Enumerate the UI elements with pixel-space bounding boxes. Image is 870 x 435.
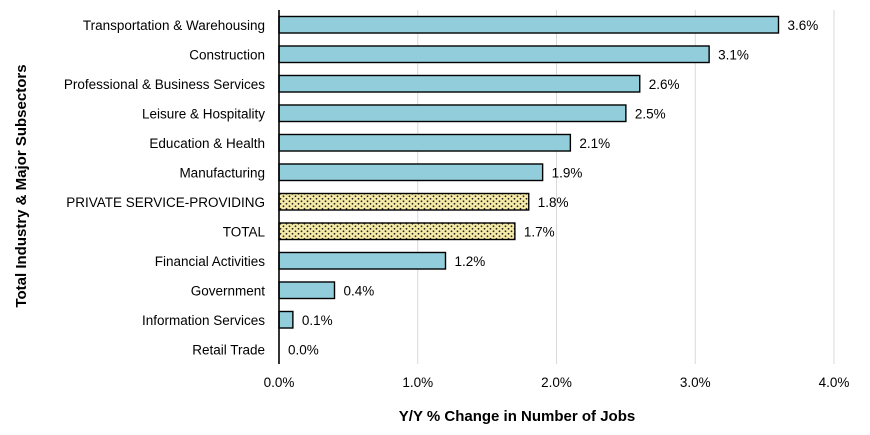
bar (278, 222, 516, 241)
value-label: 0.4% (344, 283, 375, 298)
bar (278, 45, 710, 64)
category-label: Information Services (142, 313, 265, 328)
value-label: 0.1% (302, 313, 333, 328)
category-label: Transportation & Warehousing (83, 18, 265, 33)
bar (278, 192, 530, 211)
x-tick-label: 3.0% (680, 375, 711, 390)
value-label: 2.1% (579, 136, 610, 151)
category-label: Construction (189, 47, 265, 62)
x-axis-title: Y/Y % Change in Number of Jobs (399, 408, 635, 425)
category-label: TOTAL (223, 224, 266, 239)
labels: 0.0% 1.0% 2.0% 3.0% 4.0% Transportation & War… (64, 18, 849, 390)
value-label: 3.6% (788, 18, 819, 33)
bar (278, 15, 780, 34)
value-label: 1.8% (538, 195, 569, 210)
x-tick-label: 1.0% (402, 375, 433, 390)
category-label: Financial Activities (155, 254, 266, 269)
bar (278, 251, 447, 270)
category-label: Professional & Business Services (64, 77, 265, 92)
x-tick-label: 2.0% (541, 375, 572, 390)
category-label: Manufacturing (179, 165, 265, 180)
bars (278, 10, 780, 364)
bar (278, 310, 294, 329)
value-label: 1.7% (524, 224, 555, 239)
value-label: 0.0% (288, 342, 319, 357)
value-label: 1.9% (552, 165, 583, 180)
category-label: Leisure & Hospitality (142, 106, 265, 121)
y-axis-title: Total Industry & Major Subsectors (13, 64, 30, 307)
category-label: PRIVATE SERVICE-PROVIDING (66, 195, 265, 210)
bar (278, 74, 641, 93)
category-label: Retail Trade (192, 342, 265, 357)
gridlines (417, 10, 835, 364)
category-label: Government (191, 283, 266, 298)
value-label: 1.2% (455, 254, 486, 269)
bar (278, 104, 627, 123)
x-tick-label: 4.0% (819, 375, 850, 390)
value-label: 3.1% (718, 47, 749, 62)
value-label: 2.6% (649, 77, 680, 92)
value-label: 2.5% (635, 106, 666, 121)
bar (278, 163, 544, 182)
bar (278, 281, 336, 300)
x-tick-label: 0.0% (264, 375, 295, 390)
category-label: Education & Health (149, 136, 265, 151)
bar (278, 133, 572, 152)
